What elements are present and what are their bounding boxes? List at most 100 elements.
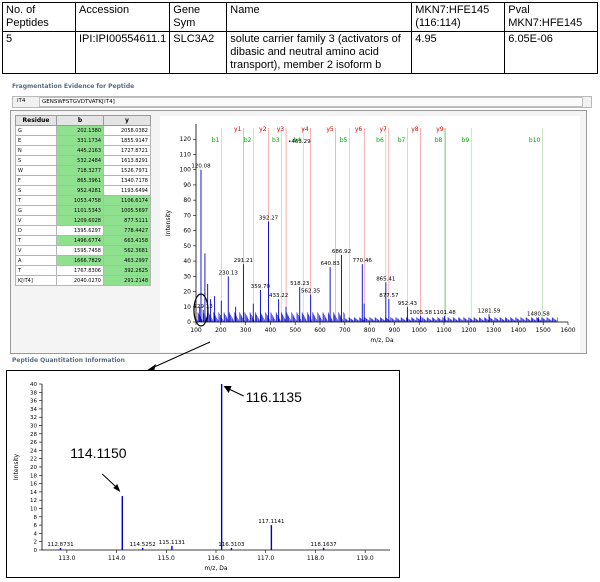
x-tick-label: 117.0 xyxy=(257,555,274,562)
x-tick-label: 100 xyxy=(190,327,202,334)
fragment-residue-cell: D xyxy=(15,225,57,236)
x-tick-label: 118.0 xyxy=(307,555,324,562)
fragment-b-cell: 718.3277 xyxy=(56,165,104,176)
fragment-residue-cell: W xyxy=(15,165,57,176)
fragment-table-row: E 331.1734 1855.9147 xyxy=(15,135,151,146)
fragment-table-row: G 1101.5343 1005.5697 xyxy=(15,205,151,216)
y-ion-label: y1 xyxy=(234,126,242,133)
fragment-y-cell: 392.2625 xyxy=(103,265,151,276)
fragment-residue-cell: T xyxy=(15,235,57,246)
cell-gene-sym: SLC3A2 xyxy=(169,31,228,74)
fragment-table-row: F 865.3961 1340.7178 xyxy=(15,175,151,186)
peak-label: 433.22 xyxy=(269,293,288,299)
connector-arrow-icon xyxy=(146,341,211,371)
peptide-bar: iT4 GENSWFSTGVDTVATK[iT4] xyxy=(12,96,592,108)
quantitation-panel xyxy=(6,370,400,578)
b-ion-label: b4 xyxy=(294,137,302,144)
fragment-residue-cell: V xyxy=(15,215,57,226)
fragment-residue-cell: G xyxy=(15,205,57,216)
b-ion-label: b10 xyxy=(529,137,541,144)
fragment-residue-cell: N xyxy=(15,145,57,156)
y-tick-label: 60 xyxy=(183,228,191,235)
peak-label: 120.08 xyxy=(191,164,211,170)
peak-label: 877.57 xyxy=(379,293,399,299)
fragment-b-cell: 202.1380 xyxy=(56,125,104,136)
fragment-residue-cell: F xyxy=(15,175,57,186)
peptide-id: iT4 xyxy=(17,98,26,104)
fragment-b-cell: 1666.7829 xyxy=(56,255,104,266)
x-tick-label: 1300 xyxy=(486,327,501,334)
fragment-b-cell: 865.3961 xyxy=(56,175,104,186)
fragment-table-row: V 1209.6028 877.5111 xyxy=(15,215,151,226)
reporter-region-highlight xyxy=(193,293,209,327)
x-axis-label: m/z, Da xyxy=(370,337,393,344)
peak-label: 117.1141 xyxy=(258,519,284,525)
fragment-y-cell: 1727.8721 xyxy=(103,145,151,156)
fragment-y-cell: 1340.7178 xyxy=(103,175,151,186)
y-tick-label: 8 xyxy=(34,515,38,521)
fragment-table-row: T 1053.4758 1106.6174 xyxy=(15,195,151,206)
header-cell-ratio: MKN7:HFE145 (116:114) xyxy=(411,2,506,32)
y-tick-label: 10 xyxy=(30,507,37,513)
protein-table: No. of Peptides Accession Gene Sym Name … xyxy=(2,2,598,74)
y-tick-label: 40 xyxy=(30,382,37,388)
cell-peptides: 5 xyxy=(2,31,76,74)
y-tick-label: 14 xyxy=(30,490,37,496)
fragment-header-y: y xyxy=(103,115,151,126)
fragment-residue-cell: S xyxy=(15,185,57,196)
b-ion-label: b8 xyxy=(435,137,443,144)
fragment-y-cell: 1193.6494 xyxy=(103,185,151,196)
fragment-b-cell: 445.2163 xyxy=(56,145,104,156)
fragment-y-cell: 1613.8291 xyxy=(103,155,151,166)
header-cell-accession: Accession xyxy=(74,2,171,32)
peak-label: 392.27 xyxy=(259,215,279,221)
fragment-y-cell: 463.2997 xyxy=(103,255,151,266)
cell-ratio: 4.95 xyxy=(411,31,506,74)
peak-label: 1281.59 xyxy=(478,308,501,314)
y-tick-label: 24 xyxy=(30,448,37,454)
peak-label: 230.13 xyxy=(219,270,239,276)
x-tick-label: 113.0 xyxy=(58,555,75,562)
cell-accession: IPI:IPI00554611.1 xyxy=(74,31,171,74)
fragment-y-cell: 1526.7971 xyxy=(103,165,151,176)
x-tick-label: 115.0 xyxy=(158,555,175,562)
peak-label: 118.1637 xyxy=(310,542,337,548)
fragment-y-cell: 562.3681 xyxy=(103,245,151,256)
fragment-residue-cell: E xyxy=(15,135,57,146)
fragment-table-row: V 1595.7458 562.3681 xyxy=(15,245,151,256)
x-tick-label: 900 xyxy=(389,327,401,334)
peak-label: 562.35 xyxy=(301,289,321,295)
x-tick-label: 119.0 xyxy=(357,555,374,562)
y-tick-label: 38 xyxy=(30,390,37,396)
fragment-b-cell: 952.4281 xyxy=(56,185,104,196)
fragment-b-cell: 1496.6774 xyxy=(56,235,104,246)
y-tick-label: 40 xyxy=(183,258,191,265)
peak-label: 112.8731 xyxy=(47,542,73,548)
b-ion-label: b5 xyxy=(340,137,348,144)
fragment-table-row: G 202.1380 2058.0382 xyxy=(15,125,151,136)
y-tick-label: 100 xyxy=(180,167,192,174)
y-ion-label: y9 xyxy=(436,126,444,133)
header-cell-pval: Pval MKN7:HFE145 xyxy=(504,2,598,32)
header-cell-name: Name xyxy=(226,2,413,32)
fragment-b-cell: 1395.6297 xyxy=(56,225,104,236)
fragment-table-row: D 1395.6297 778.4427 xyxy=(15,225,151,236)
fragment-residue-cell: V xyxy=(15,245,57,256)
peak-label: 518.23 xyxy=(290,281,310,287)
y-tick-label: 80 xyxy=(183,197,191,204)
fragment-residue-cell: T xyxy=(15,265,57,276)
y-tick-label: 32 xyxy=(30,415,37,421)
cell-pval: 6.05E-06 xyxy=(504,31,598,74)
x-tick-label: 300 xyxy=(240,327,252,334)
fragment-b-cell: 532.2484 xyxy=(56,155,104,166)
x-tick-label: 1600 xyxy=(560,327,575,334)
fragment-table-header: Residue b y xyxy=(15,115,151,126)
y-ion-label: y2 xyxy=(259,126,267,133)
peptide-sequence-field[interactable]: GENSWFSTGVDTVATK[iT4] xyxy=(39,97,583,107)
peak-label: 770.46 xyxy=(353,258,373,264)
y-ion-label: y7 xyxy=(379,126,387,133)
quantitation-spectrum-chart: 0246810121416182022242628303234363840113… xyxy=(13,382,390,572)
overlap-peak-label: •463.29 xyxy=(288,139,311,145)
y-ion-label: y4 xyxy=(301,126,309,133)
fragment-table-row: S 952.4281 1193.6494 xyxy=(15,185,151,196)
